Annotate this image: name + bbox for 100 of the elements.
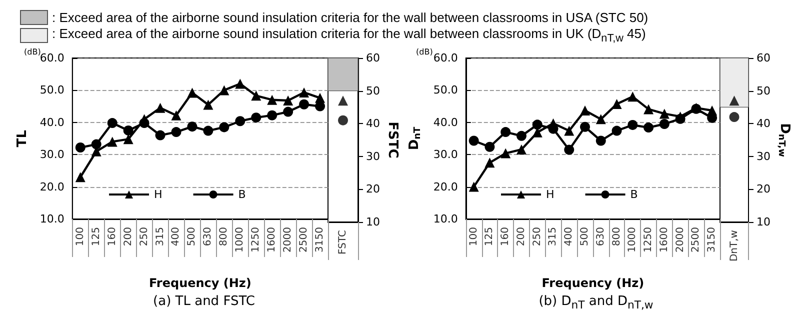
point xyxy=(235,78,246,89)
y2-tick-label: 50 xyxy=(366,84,380,98)
point xyxy=(251,112,262,123)
x-tick-label: 125 xyxy=(90,227,102,246)
text: : Exceed area of the airborne sound insulation criteria for the wall between classrooms in UK (D$_{nT,w}$ 45) xyxy=(52,26,646,44)
y-tick-label: 30.0 xyxy=(40,148,64,162)
y2-tick-label: 30 xyxy=(366,150,380,163)
legend-label: B xyxy=(238,188,246,201)
x-tick-label: 1000 xyxy=(234,227,246,252)
point xyxy=(580,105,590,116)
point xyxy=(564,126,574,136)
legend-label: H xyxy=(546,188,554,201)
y-tick-label: 10.0 xyxy=(433,212,458,226)
x-tick-label: 630 xyxy=(202,227,214,246)
point xyxy=(484,158,495,168)
y-tick-label: 60.0 xyxy=(433,52,458,64)
x-tick-label: 500 xyxy=(580,227,591,246)
x-tick-label: 2500 xyxy=(298,227,310,252)
x-tick-label: FSTC xyxy=(338,230,348,254)
text: (dB) xyxy=(416,48,433,56)
x-tick-label: 200 xyxy=(516,227,527,246)
x-tick-label: 3150 xyxy=(314,227,326,252)
y-axis-title: DnT xyxy=(407,126,423,150)
point xyxy=(187,122,198,132)
point xyxy=(516,130,526,141)
y2-axis-title: DnT,w xyxy=(776,123,792,157)
y2-tick-label: 30 xyxy=(756,150,770,163)
y-tick-label: 10.0 xyxy=(40,212,64,226)
point xyxy=(315,101,326,112)
x-tick-label: 315 xyxy=(548,227,559,246)
point xyxy=(219,122,230,132)
x-tick-label: 630 xyxy=(595,227,606,246)
y-tick-label: 20.0 xyxy=(433,180,458,194)
point xyxy=(468,136,479,146)
point xyxy=(644,122,654,133)
point xyxy=(659,119,670,130)
point xyxy=(612,126,622,136)
x-tick-label: 100 xyxy=(468,227,480,246)
x-tick-label: 2000 xyxy=(674,227,686,252)
point xyxy=(235,116,246,126)
point xyxy=(123,134,134,144)
y2-tick-label: 20 xyxy=(366,182,380,196)
x-tick-label: 1000 xyxy=(627,227,638,252)
y2-tick-label: 40 xyxy=(366,117,380,130)
x-tick-label: 100 xyxy=(74,227,86,246)
x-tick-label: 1250 xyxy=(643,227,654,252)
y2-tick-label: 50 xyxy=(756,84,770,98)
x-tick-label: 800 xyxy=(218,227,230,246)
text: (a) TL and FSTC xyxy=(152,294,256,309)
point xyxy=(187,88,198,98)
point xyxy=(203,126,214,136)
x-tick-label: 250 xyxy=(138,227,150,246)
point xyxy=(612,99,622,110)
point xyxy=(203,100,214,110)
x-tick-label: 2500 xyxy=(690,227,702,252)
point xyxy=(532,120,542,130)
x-tick-label: 125 xyxy=(484,227,496,246)
point xyxy=(107,118,118,128)
x-tick-label: 160 xyxy=(106,227,118,246)
y-axis-title: TL xyxy=(15,130,30,148)
y2-tick-label: 40 xyxy=(756,117,770,130)
point xyxy=(628,92,638,102)
x-tick-label: 1600 xyxy=(658,227,670,252)
point xyxy=(659,108,670,119)
x-axis-title: Frequency (Hz) xyxy=(148,276,252,290)
x-tick-label: DnT,w xyxy=(728,230,740,262)
x-tick-label: 400 xyxy=(170,227,182,246)
point xyxy=(299,87,310,98)
y-tick-label: 40.0 xyxy=(433,116,458,129)
x-tick-label: 1250 xyxy=(250,227,262,252)
x-tick-label: 3150 xyxy=(706,227,718,252)
point xyxy=(171,127,182,138)
x-tick-label: 2000 xyxy=(282,227,294,252)
point xyxy=(500,127,511,138)
x-tick-label: 160 xyxy=(500,227,512,246)
y2-tick-label: 20 xyxy=(756,182,770,196)
y-tick-label: 20.0 xyxy=(40,180,64,194)
x-axis-title: Frequency (Hz) xyxy=(542,276,644,290)
point xyxy=(219,85,230,96)
point xyxy=(107,136,118,147)
x-tick-label: 500 xyxy=(186,227,198,246)
point xyxy=(267,94,278,105)
point xyxy=(139,118,150,128)
y2-tick-label: 10 xyxy=(366,216,380,228)
point xyxy=(75,142,86,153)
x-tick-label: 315 xyxy=(154,227,166,246)
point xyxy=(299,99,310,110)
legend-label: H xyxy=(154,188,162,201)
point xyxy=(171,110,182,120)
text: (b) D$_{nT}$ and D$_{nT,w}$ xyxy=(538,294,654,312)
y2-axis-title: FSTC xyxy=(385,122,400,158)
point xyxy=(123,125,134,136)
point xyxy=(628,120,638,130)
y-tick-label: 50.0 xyxy=(40,84,64,97)
point xyxy=(644,104,654,114)
point xyxy=(251,90,262,101)
x-tick-label: 400 xyxy=(564,227,575,246)
point xyxy=(500,148,511,158)
x-tick-label: 1600 xyxy=(266,227,278,252)
y2-tick-label: 10 xyxy=(756,216,770,228)
